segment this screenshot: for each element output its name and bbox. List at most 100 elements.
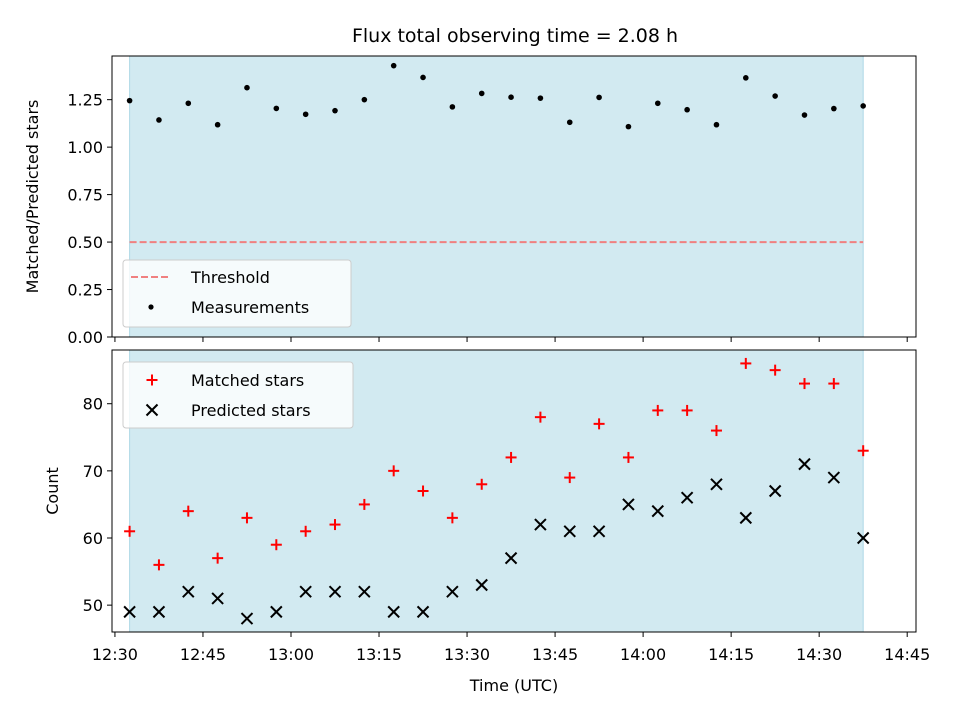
matched-legend-glyph [146,374,158,386]
matched-star-point [769,364,781,376]
y-tick-label: 0.00 [67,328,103,347]
predicted-star-points [123,457,870,625]
cross-stroke-b [145,403,159,417]
matched-star-point [212,552,224,564]
predicted-star-point [710,478,723,491]
cross-stroke-b [680,491,694,504]
matched-legend-label: Matched stars [191,371,304,390]
matched-star-point [476,478,488,490]
matched-star-point [300,525,312,537]
top-legend: Threshold Measurements [122,259,352,328]
measurement-point [214,121,221,128]
cross-stroke-b [328,585,342,598]
matched-star-point [388,465,400,477]
measurements-legend-marker [148,304,154,310]
bottom-axes-frame [111,349,917,633]
predicted-legend-label: Predicted stars [191,401,311,420]
measurement-point [508,94,514,101]
y-tick-label: 0.50 [67,233,103,252]
predicted-star-point [768,484,782,498]
measurement-point [537,95,544,101]
predicted-star-point [358,585,371,598]
cross-stroke-b [182,585,195,598]
top-y-axis-ticks: 0.00 0.25 0.50 0.75 1.00 1.25 [67,91,112,347]
matched-star-point [417,485,429,497]
cross-stroke-b [240,612,254,625]
cross-stroke-b [622,498,635,511]
cross-stroke-b [299,585,312,598]
measurement-point [302,111,309,118]
predicted-star-point [328,585,342,598]
predicted-legend-glyph [145,403,159,417]
x-tick-label: 14:00 [620,645,666,664]
ratio-panel: 0.00 0.25 0.50 0.75 1.00 1.25 Matched/Predict… [23,55,917,347]
matched-star-point [270,539,282,551]
predicted-star-point [416,605,430,619]
x-tick-label: 13:15 [356,645,402,664]
cross-stroke-b [710,478,723,491]
matched-star-point [681,404,693,416]
cross-stroke-b [387,605,400,619]
predicted-star-point [534,518,547,531]
measurement-point [244,84,250,91]
predicted-star-point [504,551,518,565]
measurement-point [654,100,661,107]
measurement-point [625,123,632,130]
cross-stroke-b [270,605,283,619]
cross-stroke-b [798,457,811,471]
y-tick-label: 70 [83,462,103,481]
x-tick-label: 14:30 [796,645,842,664]
measurement-point [801,112,808,118]
cross-stroke-b [504,551,518,565]
matched-star-point [505,451,517,463]
matched-star-point [446,512,458,524]
chart-title: Flux total observing time = 2.08 h [352,25,678,47]
predicted-star-point [798,457,811,471]
predicted-star-point [827,471,841,484]
x-tick-label: 13:00 [268,645,314,664]
measurement-point [332,107,338,114]
y-tick-label: 0.25 [67,281,103,300]
measurement-point [185,100,192,107]
x-tick-label: 13:30 [444,645,490,664]
bottom-x-axis-ticks: 12:30 12:45 13:00 13:15 13:30 13:45 14:00 14:15… [92,632,930,664]
predicted-legend-marker [145,403,159,417]
cross-stroke-b [211,592,224,605]
measurement-point [596,94,602,101]
bottom-y-axis-label: Count [43,467,62,515]
y-tick-label: 1.25 [67,91,103,110]
predicted-star-point [299,585,312,598]
predicted-star-point [475,578,488,592]
x-tick-label: 13:45 [532,645,578,664]
predicted-star-point [563,525,576,538]
matched-star-point [329,519,341,531]
predicted-star-point [739,511,753,525]
y-tick-label: 80 [83,395,103,414]
measurement-point [273,105,280,112]
measurement-point [420,74,426,81]
measurement-point [772,93,778,99]
cross-stroke-b [651,504,664,518]
predicted-star-point [182,585,195,598]
matched-star-point [710,425,722,437]
predicted-star-point [592,525,606,538]
bottom-legend-box [122,361,354,429]
cross-stroke-b [123,605,136,619]
measurement-point [390,62,397,69]
predicted-star-point [856,531,870,545]
measurement-point [478,90,485,97]
measurement-point [713,121,720,128]
matched-star-point [740,357,752,369]
measurement-point [831,105,837,112]
predicted-star-point [123,605,136,619]
top-y-axis-label: Matched/Predicted stars [23,100,42,294]
matched-star-point [828,378,840,390]
threshold-legend-label: Threshold [190,268,270,287]
cross-stroke-b [416,605,430,619]
matched-star-point [798,378,810,390]
predicted-star-point [446,585,459,598]
predicted-star-point [270,605,283,619]
measurement-point [126,97,133,104]
matched-star-point [857,445,869,457]
